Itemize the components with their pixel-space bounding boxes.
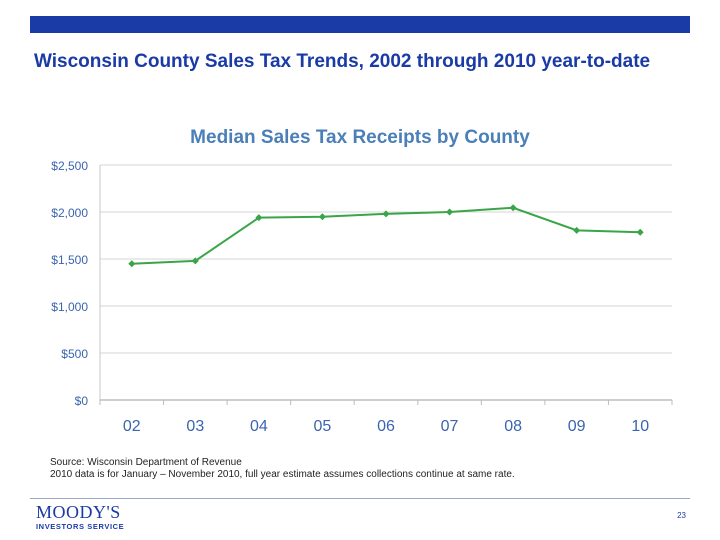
y-tick-label: $0: [75, 394, 89, 408]
x-tick-label: 08: [504, 418, 522, 435]
y-tick-label: $500: [61, 347, 88, 361]
slide-title: Wisconsin County Sales Tax Trends, 2002 …: [34, 51, 651, 72]
data-point: [382, 210, 390, 218]
x-tick-label: 07: [441, 418, 459, 435]
y-tick-label: $2,000: [51, 206, 88, 220]
logo-subtitle: INVESTORS SERVICE: [36, 522, 125, 531]
data-point: [128, 260, 136, 268]
data-point: [191, 257, 199, 265]
y-tick-label: $1,000: [51, 300, 88, 314]
moodys-logo: MOODY'S INVESTORS SERVICE: [36, 503, 124, 531]
x-tick-label: 03: [186, 418, 204, 435]
x-tick-label: 05: [314, 418, 332, 435]
source-note: Source: Wisconsin Department of Revenue …: [50, 457, 515, 481]
header-bar: [30, 16, 690, 33]
data-point: [509, 204, 517, 212]
footnote-line: 2010 data is for January – November 2010…: [50, 469, 515, 480]
data-point: [318, 213, 326, 221]
page-number: 23: [677, 511, 686, 520]
y-tick-label: $1,500: [51, 253, 88, 267]
logo-brand: MOODY'S: [36, 502, 121, 522]
data-point: [255, 214, 263, 222]
source-line: Source: Wisconsin Department of Revenue: [50, 457, 242, 468]
data-point: [446, 208, 454, 216]
data-point: [573, 226, 581, 234]
x-tick-label: 06: [377, 418, 395, 435]
x-tick-label: 10: [631, 418, 649, 435]
x-tick-label: 09: [568, 418, 586, 435]
x-tick-label: 02: [123, 418, 141, 435]
data-point: [636, 228, 644, 236]
y-tick-label: $2,500: [51, 159, 88, 173]
footer-divider: [30, 498, 690, 499]
chart-title: Median Sales Tax Receipts by County: [190, 127, 530, 148]
line-chart: $0 $500 $1,000 $1,500 $2,000 $2,500 02 03 04 05 06…: [51, 159, 673, 435]
x-tick-label: 04: [250, 418, 268, 435]
